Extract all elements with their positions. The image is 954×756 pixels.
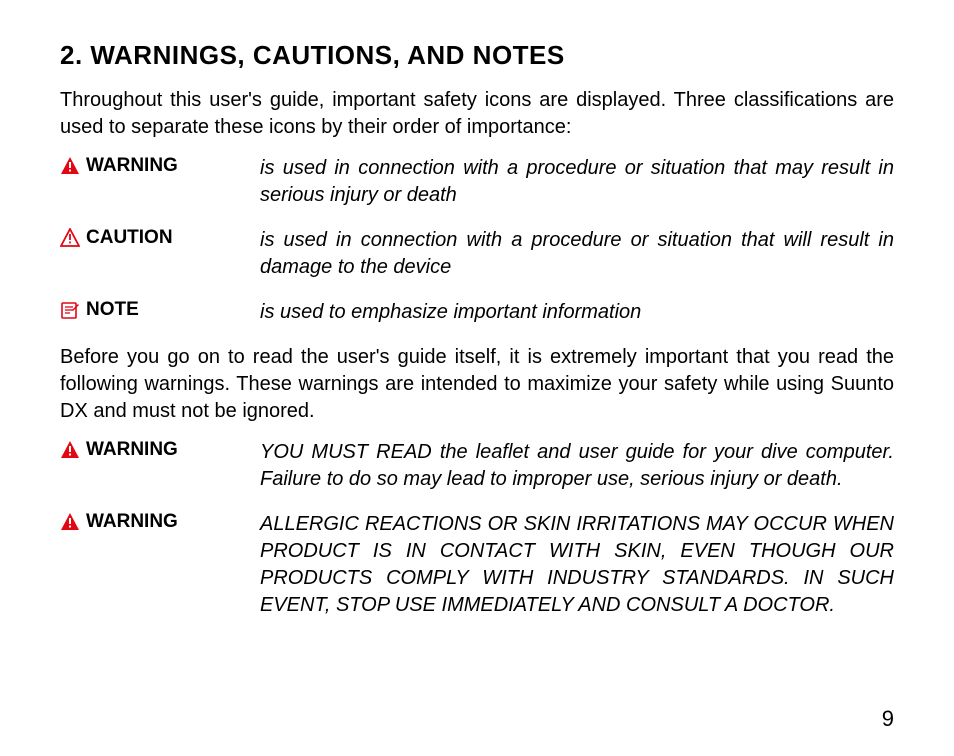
definition-row: WARNING is used in connection with a pro… — [60, 155, 894, 209]
warning-row: WARNING YOU MUST READ the leaflet and us… — [60, 439, 894, 493]
definition-row: NOTE is used to emphasize important info… — [60, 299, 894, 326]
between-paragraph: Before you go on to read the user's guid… — [60, 344, 894, 425]
warning-label-text: WARNING — [86, 511, 178, 533]
warning-filled-icon — [60, 512, 80, 532]
definition-description: is used to emphasize important informati… — [260, 299, 894, 326]
definition-description: is used in connection with a procedure o… — [260, 227, 894, 281]
page-number: 9 — [882, 706, 894, 732]
warning-filled-icon — [60, 440, 80, 460]
warning-label-text: WARNING — [86, 439, 178, 461]
warning-description: ALLERGIC REACTIONS OR SKIN IRRITATIONS M… — [260, 511, 894, 619]
document-page: 2. WARNINGS, CAUTIONS, AND NOTES Through… — [0, 0, 954, 756]
warning-outline-icon — [60, 228, 80, 248]
definition-label-text: NOTE — [86, 299, 139, 321]
warning-label: WARNING — [60, 439, 260, 493]
definition-label: CAUTION — [60, 227, 260, 281]
warning-row: WARNING ALLERGIC REACTIONS OR SKIN IRRIT… — [60, 511, 894, 619]
intro-paragraph: Throughout this user's guide, important … — [60, 87, 894, 141]
definition-label-text: CAUTION — [86, 227, 173, 249]
warning-label: WARNING — [60, 511, 260, 619]
definition-label: WARNING — [60, 155, 260, 209]
section-title: 2. WARNINGS, CAUTIONS, AND NOTES — [60, 40, 894, 71]
definition-label: NOTE — [60, 299, 260, 326]
definition-description: is used in connection with a procedure o… — [260, 155, 894, 209]
definition-row: CAUTION is used in connection with a pro… — [60, 227, 894, 281]
definition-label-text: WARNING — [86, 155, 178, 177]
note-icon — [60, 300, 80, 320]
warning-description: YOU MUST READ the leaflet and user guide… — [260, 439, 894, 493]
warning-filled-icon — [60, 156, 80, 176]
